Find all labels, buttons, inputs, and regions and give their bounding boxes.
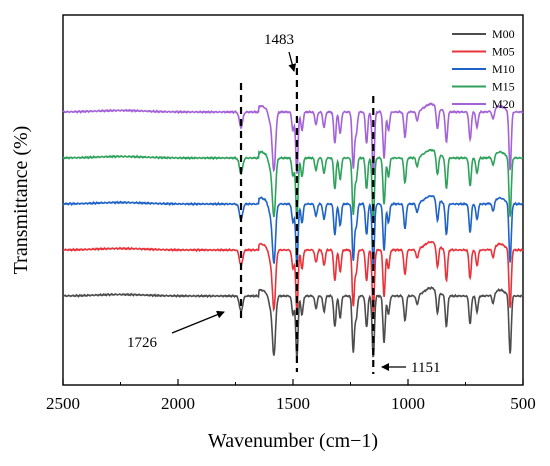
annotation-1483-arrow [288,51,297,72]
x-tick-label: 2500 [46,394,80,413]
plot-frame [62,14,524,386]
annotation-1726-arrow [171,310,225,334]
legend-label-m20: M20 [492,97,515,111]
annotation-1151-label: 1151 [411,360,440,376]
x-tick-label: 1000 [391,394,425,413]
legend: M00 M05 M10 M15 M20 [452,27,515,111]
plot-area: 2500 2000 1500 1000 500 [46,14,536,413]
x-tick-label: 500 [510,394,536,413]
legend-label-m00: M00 [492,27,515,41]
x-axis-title: Wavenumber (cm−1) [208,430,378,452]
annotation-1726-label: 1726 [127,335,158,351]
legend-label-m05: M05 [492,45,515,59]
legend-label-m15: M15 [492,80,515,94]
series-line-m05 [62,240,524,314]
spectra-group [62,102,524,360]
series-line-m20 [62,102,524,174]
y-axis-title: Transmittance (%) [10,126,32,275]
series-line-m10 [62,195,524,267]
peak-marker-lines [239,56,375,374]
x-tick-label: 2000 [161,394,195,413]
annotation-1483-label: 1483 [264,32,294,48]
legend-label-m10: M10 [492,62,515,76]
series-line-m15 [62,148,524,221]
x-axis-ticks: 2500 2000 1500 1000 500 [46,379,536,413]
annotations: 1483 1726 1151 [127,32,440,376]
x-tick-label: 1500 [276,394,310,413]
series-line-m00 [62,285,524,360]
